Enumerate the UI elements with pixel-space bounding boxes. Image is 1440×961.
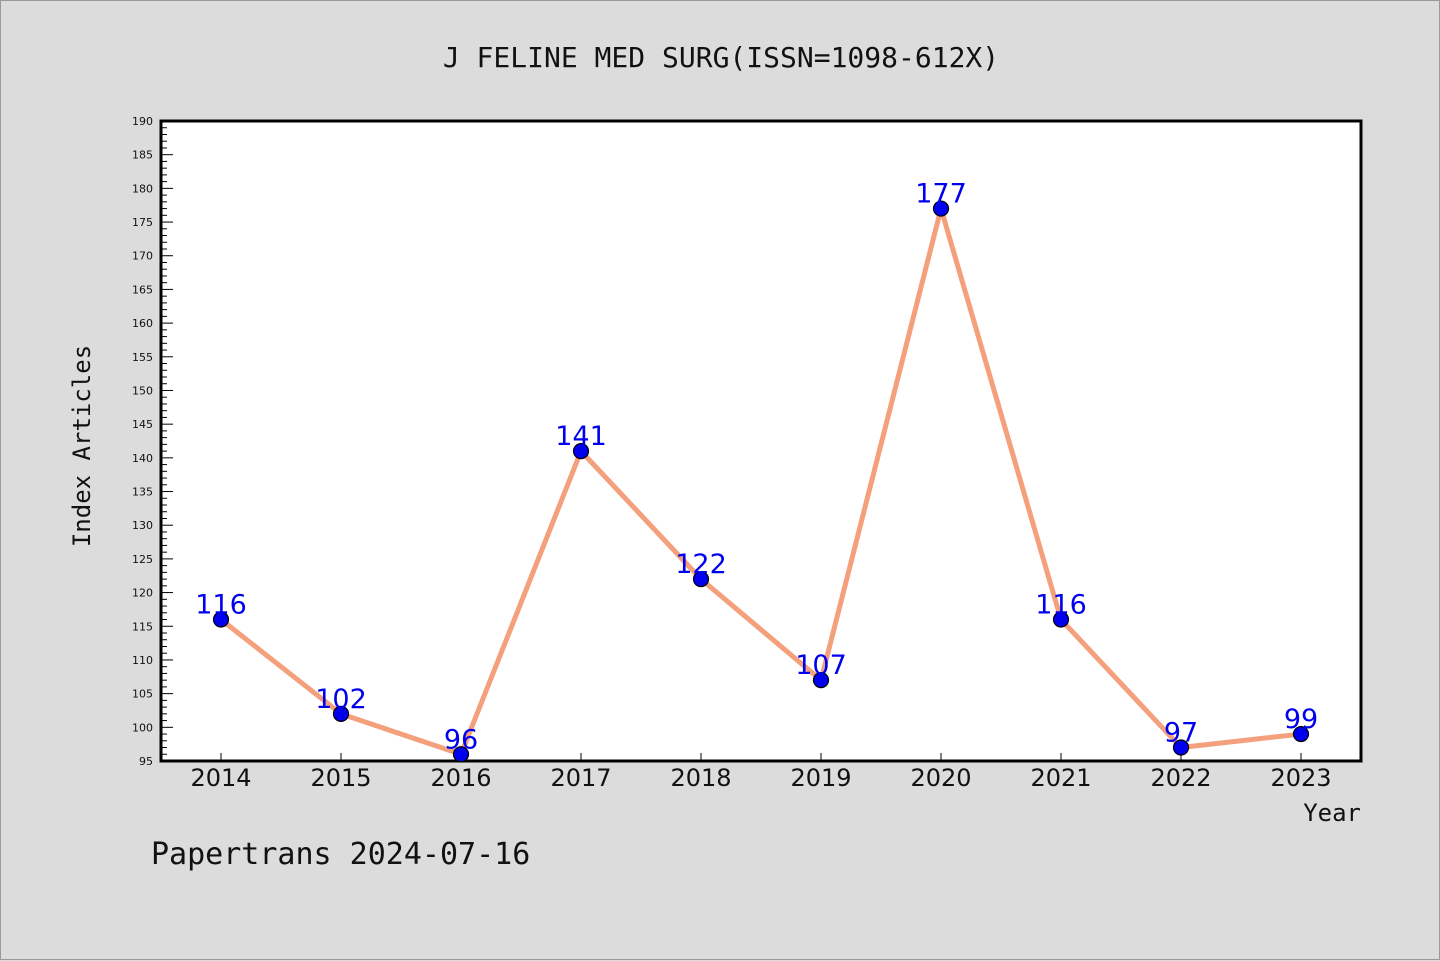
y-tick-label: 155 (132, 351, 153, 364)
data-labels: 116 102 96 141 122 107 177 116 97 99 (195, 179, 1318, 756)
x-tick-label: 2015 (310, 764, 371, 792)
data-label: 96 (444, 724, 478, 755)
data-point (572, 443, 590, 460)
y-tick-label: 115 (132, 620, 153, 633)
chart-title: J FELINE MED SURG(ISSN=1098-612X) (443, 41, 999, 74)
y-tick-label: 125 (132, 553, 153, 566)
y-tick-label: 160 (132, 317, 153, 330)
y-axis-label: Index Articles (68, 345, 96, 547)
x-tick-label: 2018 (670, 764, 731, 792)
y-tick-label: 135 (132, 486, 153, 499)
plot-area (159, 119, 1363, 763)
data-label: 116 (1035, 590, 1087, 621)
data-label: 141 (555, 421, 607, 452)
y-tick-label: 140 (132, 452, 153, 465)
data-label: 107 (795, 650, 847, 681)
y-tick-label: 170 (132, 250, 153, 263)
y-tick-label: 165 (132, 283, 153, 296)
data-markers (212, 200, 1310, 763)
y-tick-label: 190 (132, 115, 153, 128)
data-point (692, 571, 710, 588)
x-tick-label: 2022 (1150, 764, 1211, 792)
y-tick-label: 95 (139, 755, 153, 768)
data-label: 177 (915, 179, 967, 210)
x-tick-label: 2017 (550, 764, 611, 792)
y-tick-label: 110 (132, 654, 153, 667)
y-tick-label: 145 (132, 418, 153, 431)
data-point (1052, 611, 1070, 628)
data-point (212, 611, 230, 628)
data-label: 122 (675, 549, 727, 580)
data-label: 97 (1164, 718, 1198, 749)
data-label: 99 (1284, 704, 1318, 735)
y-tick-label: 105 (132, 688, 153, 701)
data-point (1292, 725, 1310, 743)
data-point (332, 705, 350, 722)
data-point (812, 672, 830, 689)
y-tick-label: 100 (132, 721, 153, 734)
y-tick-label: 175 (132, 216, 153, 229)
y-tick-label: 185 (132, 149, 153, 162)
x-tick-label: 2020 (910, 764, 971, 792)
y-tick-label: 180 (132, 182, 153, 195)
footer-credit: Papertrans 2024-07-16 (151, 837, 530, 872)
data-label: 116 (195, 590, 247, 621)
data-point (452, 746, 470, 763)
y-axis: 95 100 105 110 115 120 125 130 135 140 145 150 155 16… (132, 115, 173, 768)
x-tick-label: 2014 (190, 764, 251, 792)
x-tick-label: 2019 (790, 764, 851, 792)
series-line (218, 206, 1304, 757)
x-tick-label: 2016 (430, 764, 491, 792)
x-tick-label: 2021 (1030, 764, 1091, 792)
y-tick-label: 130 (132, 519, 153, 532)
x-tick-label: 2023 (1270, 764, 1331, 792)
y-tick-label: 120 (132, 587, 153, 600)
data-point (932, 200, 950, 217)
series-line-path (218, 206, 1304, 757)
data-point (1172, 739, 1190, 756)
y-tick-label: 150 (132, 384, 153, 397)
x-axis-label: Year (1303, 799, 1361, 827)
data-label: 102 (315, 684, 367, 715)
